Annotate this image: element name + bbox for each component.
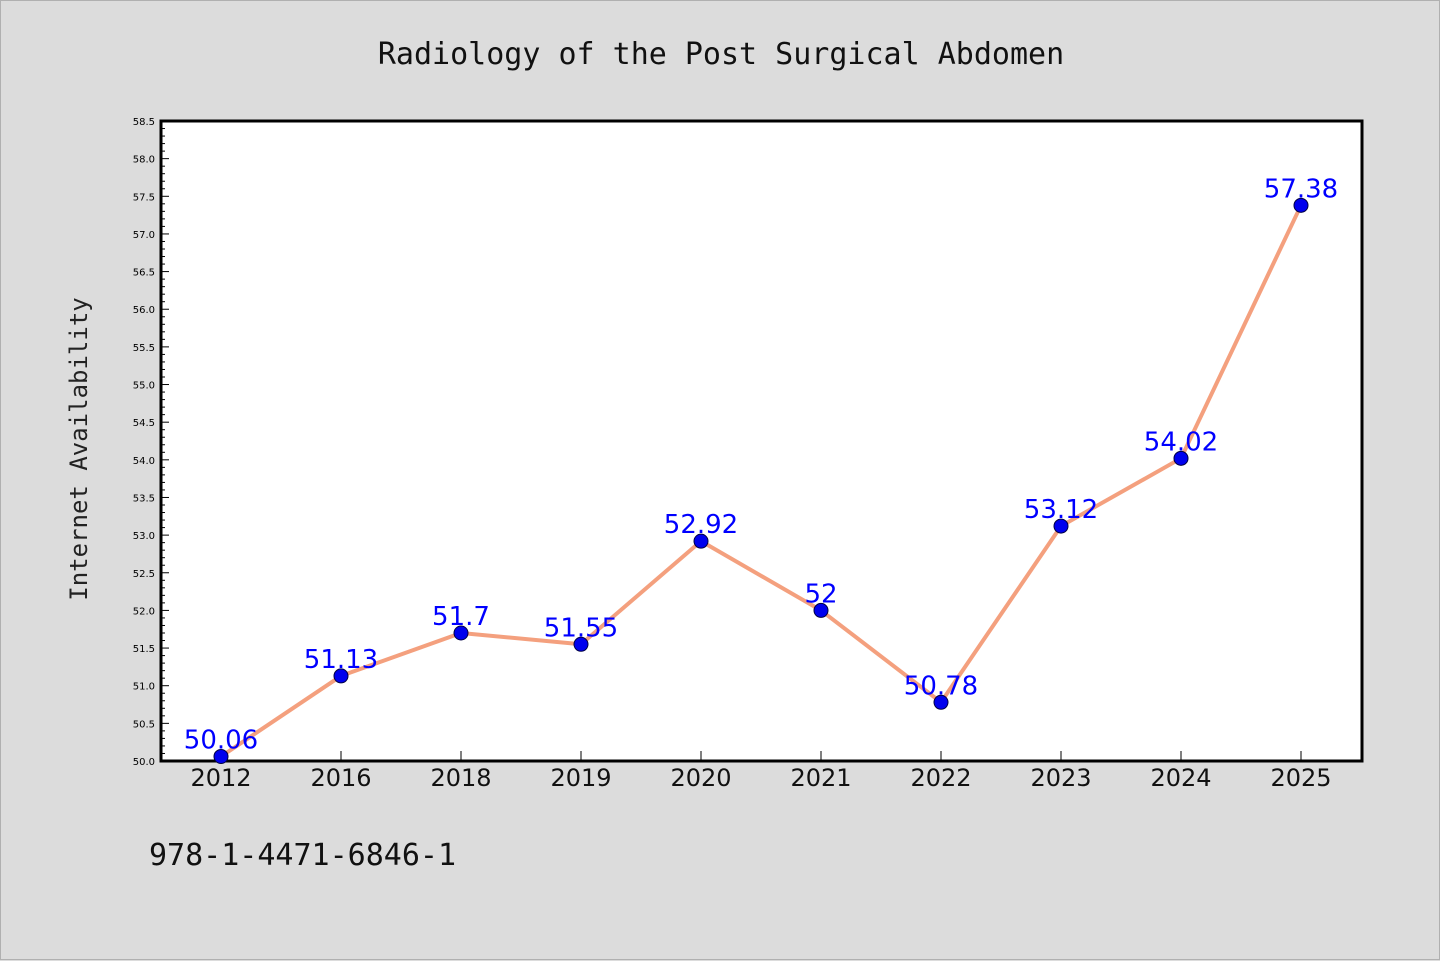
y-axis-ticks: 50.0 50.5 51.0 51.5 52.0 52.5 53.0 53.5 54.0 54.5… <box>133 117 169 768</box>
y-tick-label: 57.5 <box>133 192 155 203</box>
data-point-marker <box>453 625 469 641</box>
y-tick-label: 57.0 <box>133 230 155 241</box>
data-point-marker <box>213 748 229 764</box>
data-label: 51.7 <box>432 602 490 632</box>
y-tick-label: 51.5 <box>133 644 155 655</box>
x-tick-label: 2023 <box>1030 764 1091 792</box>
data-label: 57.38 <box>1264 174 1338 204</box>
data-label: 50.78 <box>904 671 978 701</box>
x-tick-label: 2024 <box>1150 764 1211 792</box>
y-tick-label: 56.5 <box>133 268 155 279</box>
y-tick-label: 53.0 <box>133 531 155 542</box>
x-tick-label: 2020 <box>670 764 731 792</box>
data-label: 53.12 <box>1024 495 1098 525</box>
data-label: 52 <box>804 579 837 609</box>
data-point-marker <box>1053 518 1069 534</box>
data-point-marker <box>1293 197 1309 213</box>
x-tick-label: 2019 <box>550 764 611 792</box>
x-tick-label: 2012 <box>190 764 251 792</box>
y-tick-label: 50.0 <box>133 757 155 768</box>
x-tick-label: 2018 <box>430 764 491 792</box>
series-layer: 50.06 51.13 51.7 51.55 52.92 52 50.78 53.12 54.0… <box>184 174 1338 764</box>
y-tick-label: 52.0 <box>133 606 155 617</box>
y-tick-label: 52.5 <box>133 569 155 580</box>
y-tick-label: 51.0 <box>133 682 155 693</box>
y-axis-label: Internet Availability <box>65 297 93 600</box>
data-point-marker <box>573 636 589 652</box>
y-tick-label: 55.0 <box>133 381 155 392</box>
y-tick-label: 58.0 <box>133 155 155 166</box>
data-label: 50.06 <box>184 725 258 755</box>
data-point-marker <box>933 694 949 710</box>
x-axis-ticks: 2012 2016 2018 2019 2020 2021 2022 2023 2024 2025 <box>190 751 1332 792</box>
data-point-marker <box>813 602 829 618</box>
data-point-marker <box>1173 450 1189 466</box>
data-label: 52.92 <box>664 510 738 540</box>
x-tick-label: 2022 <box>910 764 971 792</box>
y-tick-label: 53.5 <box>133 493 155 504</box>
y-tick-label: 55.5 <box>133 343 155 354</box>
data-label: 51.55 <box>544 613 618 643</box>
series-line <box>219 204 1303 759</box>
data-point-marker <box>693 533 709 549</box>
isbn-footer: 978-1-4471-6846-1 <box>149 838 456 873</box>
y-tick-label: 56.0 <box>133 305 155 316</box>
x-tick-label: 2021 <box>790 764 851 792</box>
y-tick-label: 50.5 <box>133 719 155 730</box>
y-tick-label: 54.5 <box>133 418 155 429</box>
data-point-marker <box>333 668 349 684</box>
y-tick-label: 58.5 <box>133 117 155 128</box>
data-label: 51.13 <box>304 645 378 675</box>
x-tick-label: 2025 <box>1270 764 1331 792</box>
plot-area <box>159 119 1364 763</box>
data-label: 54.02 <box>1144 427 1218 457</box>
x-tick-label: 2016 <box>310 764 371 792</box>
chart-title: Radiology of the Post Surgical Abdomen <box>378 37 1064 72</box>
y-tick-label: 54.0 <box>133 456 155 467</box>
